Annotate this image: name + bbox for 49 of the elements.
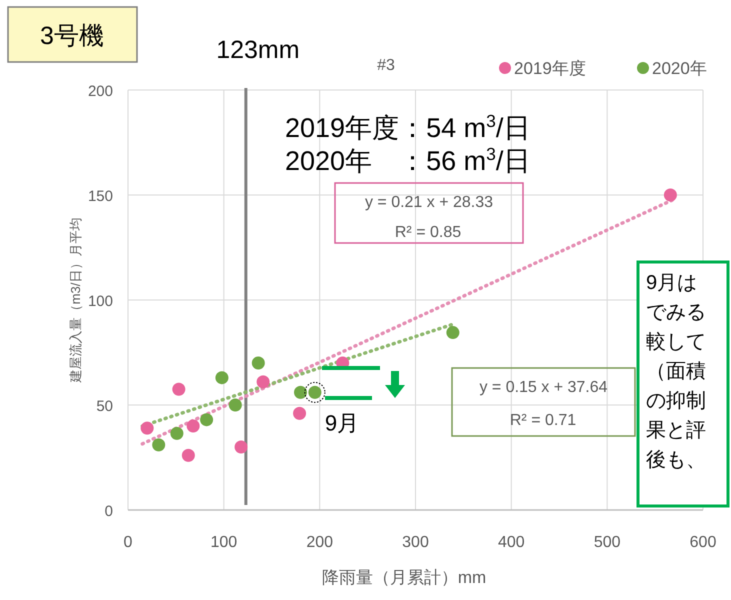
annotation: 2020年 ：56 m$^{3}$/日 <box>285 144 530 176</box>
point <box>256 375 270 388</box>
annotation: 9月は <box>646 272 698 294</box>
x-tick-label: 100 <box>210 534 238 551</box>
x-tick-label: 600 <box>690 534 716 551</box>
point <box>140 422 154 435</box>
point <box>294 386 307 399</box>
point <box>170 426 184 440</box>
y-axis-title: 建屋流入量（m3/日）月平均 <box>68 218 83 384</box>
point <box>664 188 677 202</box>
point <box>252 356 265 370</box>
annotation: R² = 0.71 <box>510 412 576 429</box>
annotation: （面積 <box>646 360 706 382</box>
point <box>186 420 200 432</box>
legend-label: 2020年 <box>652 59 707 78</box>
y-tick-label: 150 <box>88 188 113 205</box>
point <box>182 448 195 462</box>
point <box>234 440 248 454</box>
annotation: 較して <box>646 331 706 353</box>
x-axis-title: 降雨量（月累計）mm <box>322 568 486 587</box>
y-tick-label: 0 <box>104 503 113 520</box>
point <box>446 326 460 340</box>
chart-title: #3 <box>377 57 395 74</box>
annotation: y = 0.15 x + 37.64 <box>479 379 608 396</box>
x-tick-label: 0 <box>124 534 133 551</box>
x-tick-label: 300 <box>402 534 429 551</box>
x-tick-label: 500 <box>594 534 621 551</box>
annotation: 2019年度：54 m$^{3}$/日 <box>285 111 530 143</box>
point <box>152 438 166 452</box>
ref-line-label: 123mm <box>216 36 300 64</box>
point <box>228 398 242 412</box>
x-tick-label: 200 <box>306 534 334 551</box>
annotation: 後も、 <box>646 449 706 471</box>
legend-label: 2019年度 <box>514 59 586 78</box>
annotation: の抑制 <box>646 390 706 412</box>
point <box>200 413 214 426</box>
point <box>215 371 228 384</box>
chart-subtitle: 3号機 <box>40 22 104 50</box>
annotation: R² = 0.85 <box>394 224 462 241</box>
y-tick-label: 50 <box>96 398 113 415</box>
annotation: 果と評 <box>646 420 706 442</box>
point <box>293 406 306 420</box>
annotation: 9月 <box>324 410 360 436</box>
y-tick-label: 200 <box>88 83 113 100</box>
x-tick-label: 400 <box>498 534 525 551</box>
annotation: でみる <box>646 302 706 324</box>
annotation: y = 0.21 x + 28.33 <box>364 194 494 211</box>
y-tick-label: 100 <box>88 293 113 310</box>
point <box>172 382 186 396</box>
